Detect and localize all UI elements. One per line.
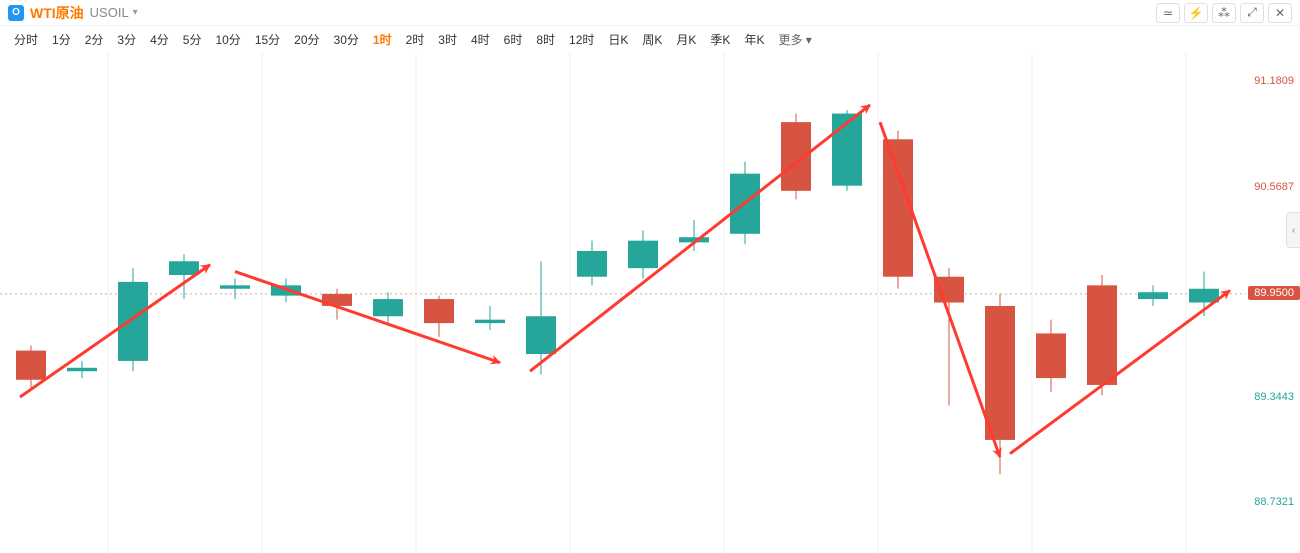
candlestick-chart[interactable] [0, 52, 1246, 553]
fullscreen-icon[interactable]: ⤢ [1240, 3, 1264, 23]
chart-area[interactable]: 91.1809 90.5687 89.3443 88.7321 89.9500 ‹ [0, 52, 1300, 553]
header-toolbar: ≃⚡⁂⤢✕ [1156, 3, 1292, 23]
timeframe-2时[interactable]: 2时 [400, 29, 431, 50]
timeframe-月K[interactable]: 月K [670, 29, 702, 50]
price-label: 89.3443 [1254, 391, 1294, 403]
timeframe-30分[interactable]: 30分 [328, 29, 365, 50]
price-label: 91.1809 [1254, 75, 1294, 87]
timeframe-6时[interactable]: 6时 [498, 29, 529, 50]
timeframe-10分[interactable]: 10分 [209, 29, 246, 50]
close-icon[interactable]: ✕ [1268, 3, 1292, 23]
timeframe-12时[interactable]: 12时 [563, 29, 600, 50]
timeframe-1分[interactable]: 1分 [46, 29, 77, 50]
timeframe-8时[interactable]: 8时 [530, 29, 561, 50]
timeframe-20分[interactable]: 20分 [288, 29, 325, 50]
symbol-dropdown-icon[interactable]: ▾ [133, 7, 138, 18]
timeframe-more[interactable]: 更多 ▾ [772, 29, 817, 50]
logo-icon: O [8, 5, 24, 21]
settings-icon[interactable]: ⁂ [1212, 3, 1236, 23]
timeframe-年K[interactable]: 年K [738, 29, 770, 50]
timeframe-分时[interactable]: 分时 [8, 29, 44, 50]
timeframe-15分[interactable]: 15分 [249, 29, 286, 50]
price-axis: 91.1809 90.5687 89.3443 88.7321 89.9500 [1246, 52, 1300, 553]
compare-icon[interactable]: ⚡ [1184, 3, 1208, 23]
current-price-tag: 89.9500 [1248, 286, 1300, 300]
timeframe-5分[interactable]: 5分 [177, 29, 208, 50]
timeframe-4分[interactable]: 4分 [144, 29, 175, 50]
timeframe-3分[interactable]: 3分 [111, 29, 142, 50]
timeframe-日K[interactable]: 日K [602, 29, 634, 50]
timeframe-4时[interactable]: 4时 [465, 29, 496, 50]
timeframe-3时[interactable]: 3时 [432, 29, 463, 50]
timeframe-bar: 分时1分2分3分4分5分10分15分20分30分1时2时3时4时6时8时12时日… [0, 26, 1300, 52]
price-label: 88.7321 [1254, 496, 1294, 508]
chart-header: O WTI原油 USOIL ▾ ≃⚡⁂⤢✕ [0, 0, 1300, 26]
symbol-primary[interactable]: WTI原油 [30, 3, 84, 23]
timeframe-1时[interactable]: 1时 [367, 29, 398, 50]
timeframe-周K[interactable]: 周K [636, 29, 668, 50]
price-label: 90.5687 [1254, 181, 1294, 193]
timeframe-2分[interactable]: 2分 [79, 29, 110, 50]
timeframe-季K[interactable]: 季K [704, 29, 736, 50]
symbol-secondary: USOIL [90, 5, 129, 20]
collapse-panel-icon[interactable]: ‹ [1286, 212, 1300, 248]
indicator-icon[interactable]: ≃ [1156, 3, 1180, 23]
